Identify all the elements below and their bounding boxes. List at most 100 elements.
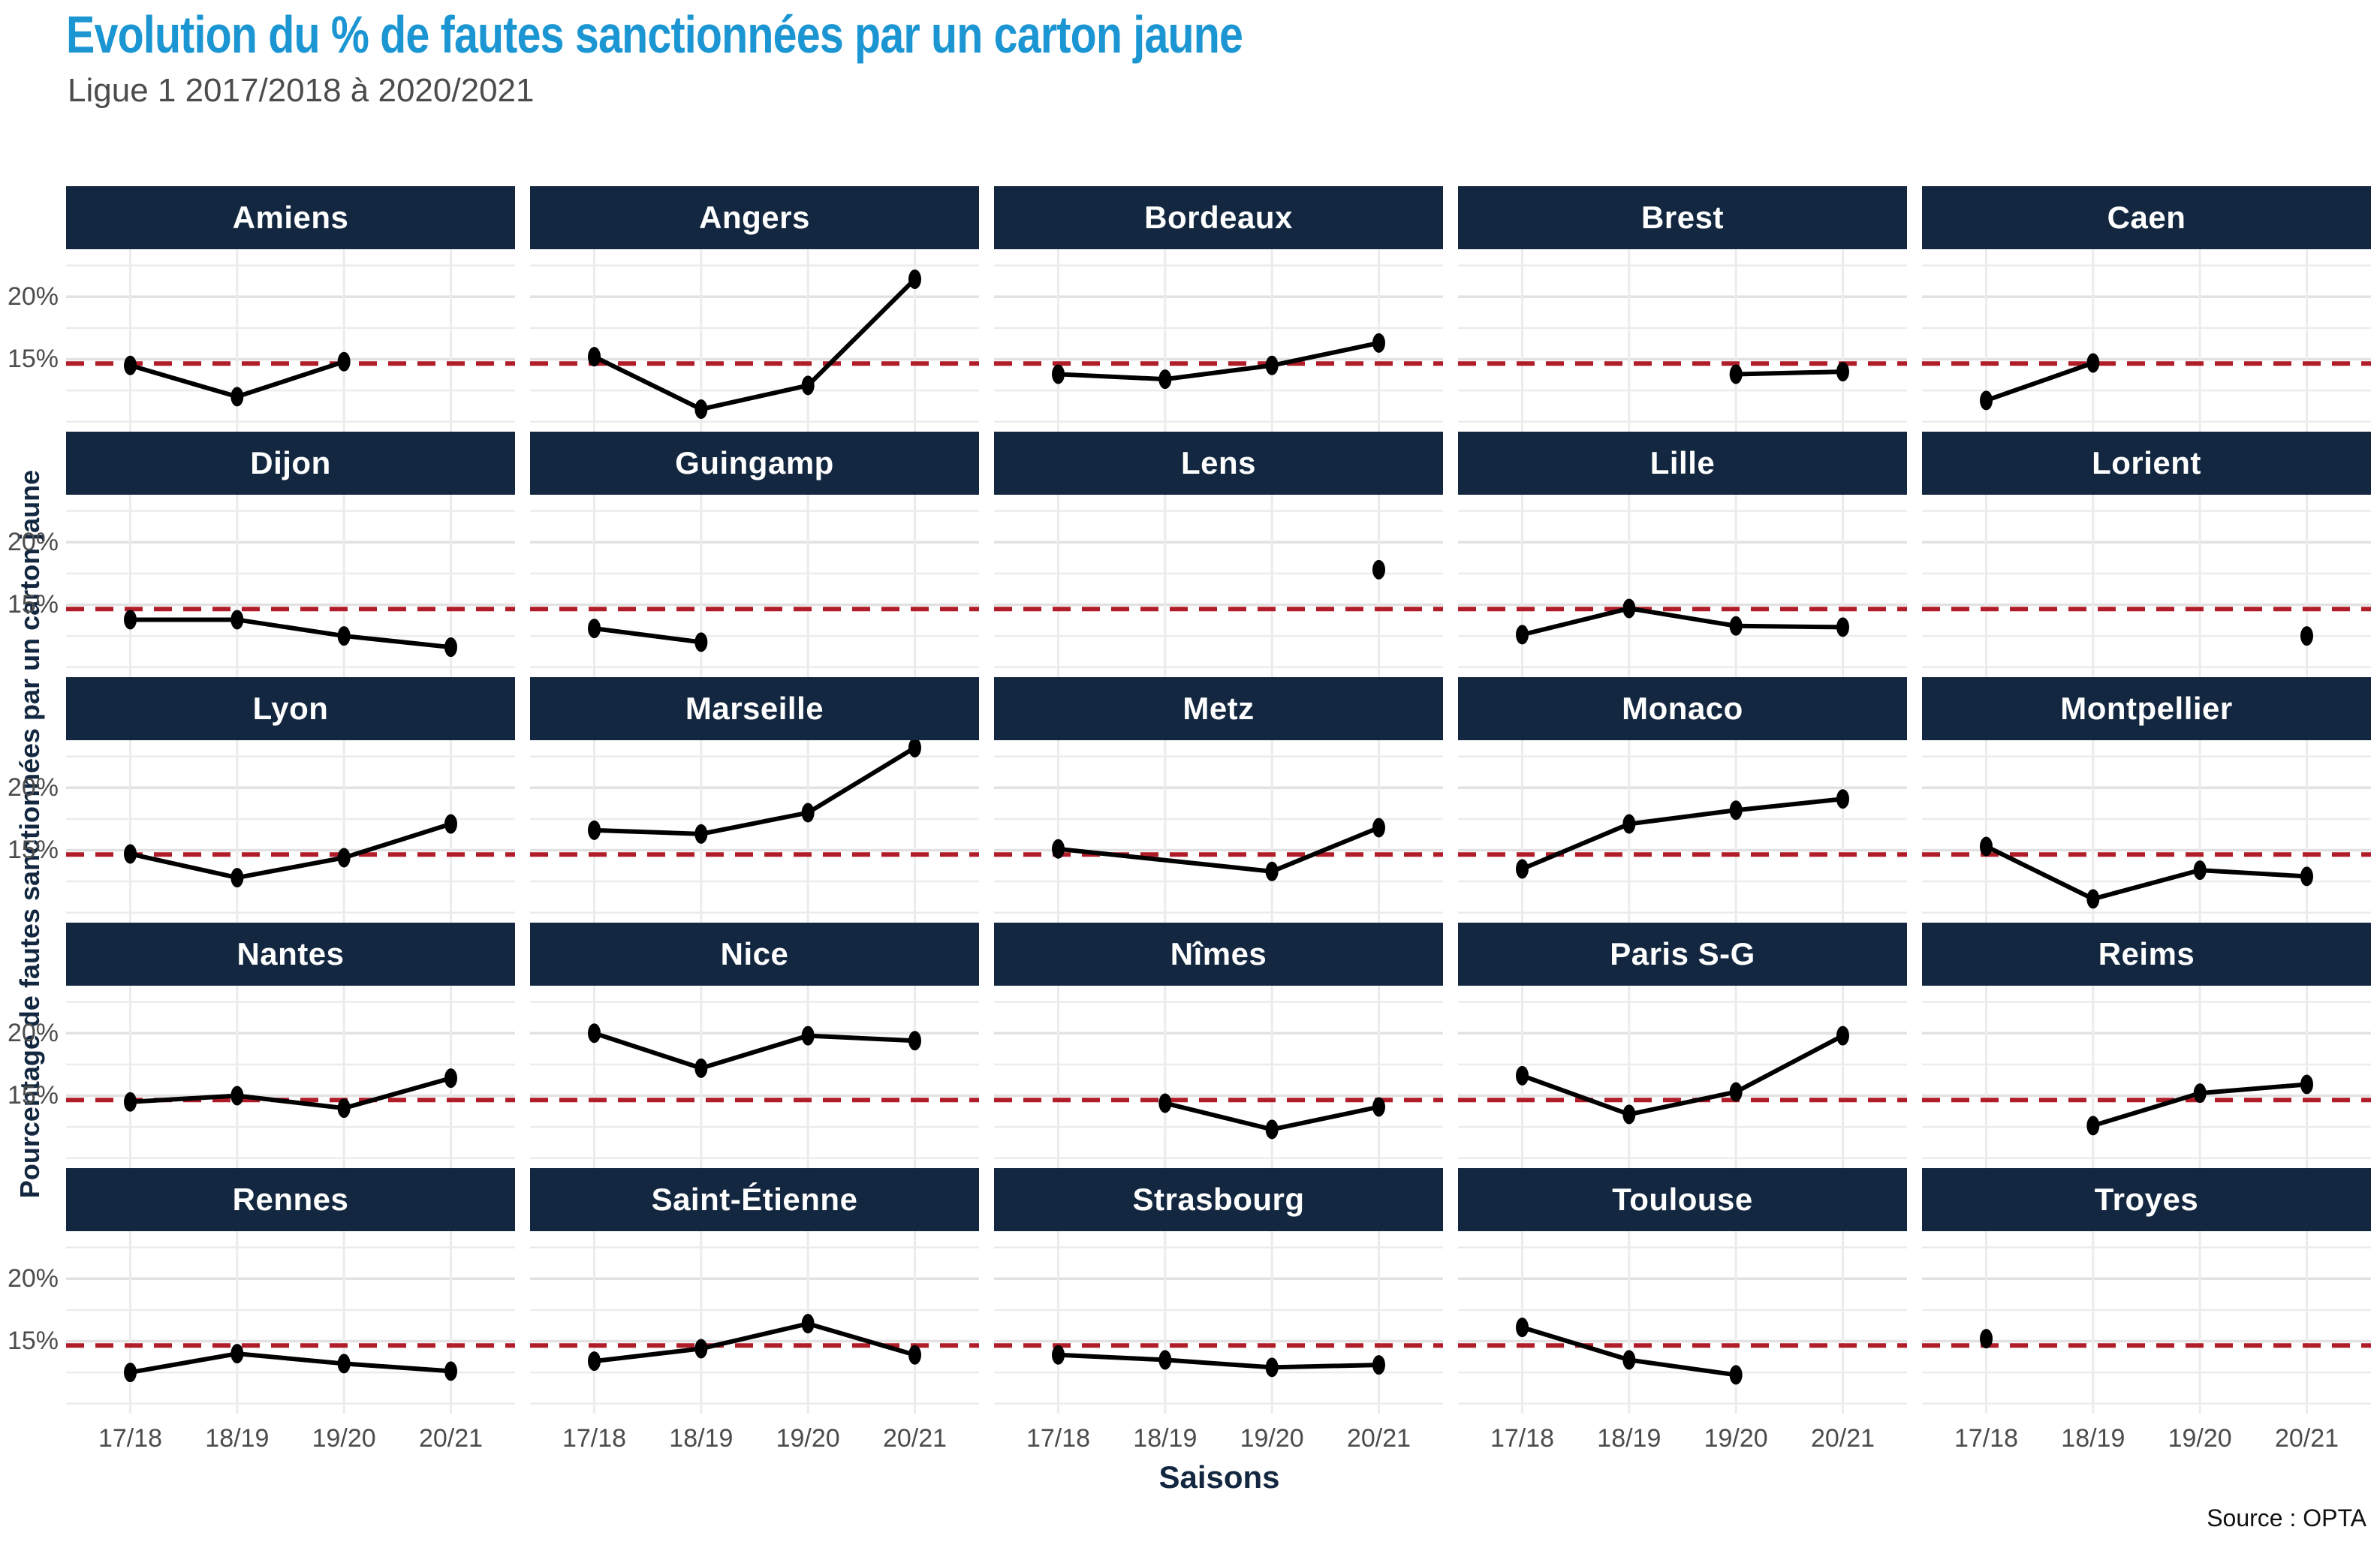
data-point [1516,859,1529,879]
data-point [124,610,137,630]
y-tick-label: 20% [7,528,59,557]
data-line [1736,369,1843,377]
data-point [1980,1329,1993,1349]
x-tick-label: 17/18 [1954,1424,2019,1453]
facet-panel [994,495,1443,677]
data-point [2300,1074,2313,1095]
data-point [588,1023,601,1044]
x-tick-label: 20/21 [418,1424,484,1453]
x-tick-label: 18/19 [1597,1424,1661,1453]
data-point [1622,814,1636,834]
facet-panel [1922,1231,2371,1414]
data-point [230,610,244,630]
data-line [129,821,452,881]
data-point [2086,1116,2100,1136]
facet-panel [1922,249,2371,432]
y-tick-label: 20% [7,1019,59,1048]
facet-panel [994,1231,1443,1414]
facet-header: Strasbourg [994,1168,1443,1231]
facet-panel [994,249,1443,432]
facet-panel [1458,740,1907,923]
data-point [1265,1357,1279,1378]
x-tick-label: 18/19 [2061,1424,2125,1453]
x-tick-label: 20/21 [882,1424,947,1453]
data-point [801,1025,815,1046]
data-point [1836,362,1849,382]
facet-strasbourg: Strasbourg [994,1168,1443,1414]
data-point [694,1339,708,1359]
facet-amiens: Amiens [66,186,515,432]
data-point [1836,789,1849,809]
facet-rennes: Rennes [66,1168,515,1414]
data-point [1622,598,1636,619]
data-line [1521,797,1843,872]
data-point [908,1031,921,1051]
facet-panel [530,1231,979,1414]
data-line [594,745,917,836]
data-line [594,1321,916,1364]
data-line [130,1076,452,1111]
facet-header: Paris S-G [1458,923,1907,986]
data-line [593,1031,915,1071]
x-tick-label: 19/20 [2168,1424,2232,1453]
data-point [337,351,351,372]
y-tick-label: 15% [7,836,59,865]
facet-header: Metz [994,677,1443,740]
facet-header: Caen [1922,186,2371,249]
facet-header: Bordeaux [994,186,1443,249]
x-tick-label: 20/21 [1346,1424,1411,1453]
x-tick-label: 17/18 [98,1424,163,1453]
data-line [593,277,917,412]
facet-bordeaux: Bordeaux [994,186,1443,432]
facet-header: Amiens [66,186,515,249]
data-point [444,637,457,658]
y-tick-label: 20% [7,773,59,803]
y-tick-label: 15% [7,345,59,374]
facet-panel [1458,495,1907,677]
data-point [124,1363,137,1383]
data-point [230,387,244,407]
facet-brest: Brest [1458,186,1907,432]
data-point [1729,800,1743,821]
data-point [1729,364,1743,384]
data-line [129,1351,451,1375]
facet-panel [66,249,515,432]
data-point [1052,1345,1065,1365]
y-tick-label: 15% [7,1081,59,1110]
facet-caen: Caen [1922,186,2371,432]
facet-paris-s-g: Paris S-G [1458,923,1907,1168]
facet-header: Monaco [1458,677,1907,740]
data-point [1516,625,1529,645]
data-point [588,1351,601,1372]
data-line [1058,340,1380,382]
facet-header: Troyes [1922,1168,2371,1231]
x-tick-label: 19/20 [776,1424,840,1453]
facet-troyes: Troyes [1922,1168,2371,1414]
data-point [337,1098,351,1119]
data-point [337,848,351,868]
data-point [801,375,815,396]
facet-header: Nantes [66,923,515,986]
facet-panel [1458,986,1907,1168]
data-line [1521,1033,1844,1117]
data-point [2086,353,2100,373]
facet-montpellier: Montpellier [1922,677,2371,923]
facet-panel [1922,740,2371,923]
data-point [1158,369,1172,390]
data-point [588,347,601,367]
data-point [1372,559,1385,580]
facet-lens: Lens [994,432,1443,677]
data-point [588,820,601,840]
facet-header: Nice [530,923,979,986]
data-point [1372,818,1385,838]
data-point [444,1068,457,1089]
data-point [1052,839,1065,859]
data-point [1372,333,1385,353]
x-tick-label: 20/21 [2274,1424,2339,1453]
data-point [694,399,708,420]
y-tick-label: 20% [7,1264,59,1294]
data-point [1516,1318,1529,1338]
facet-panel [1922,986,2371,1168]
data-point [908,740,921,757]
x-tick-label: 18/19 [205,1424,270,1453]
